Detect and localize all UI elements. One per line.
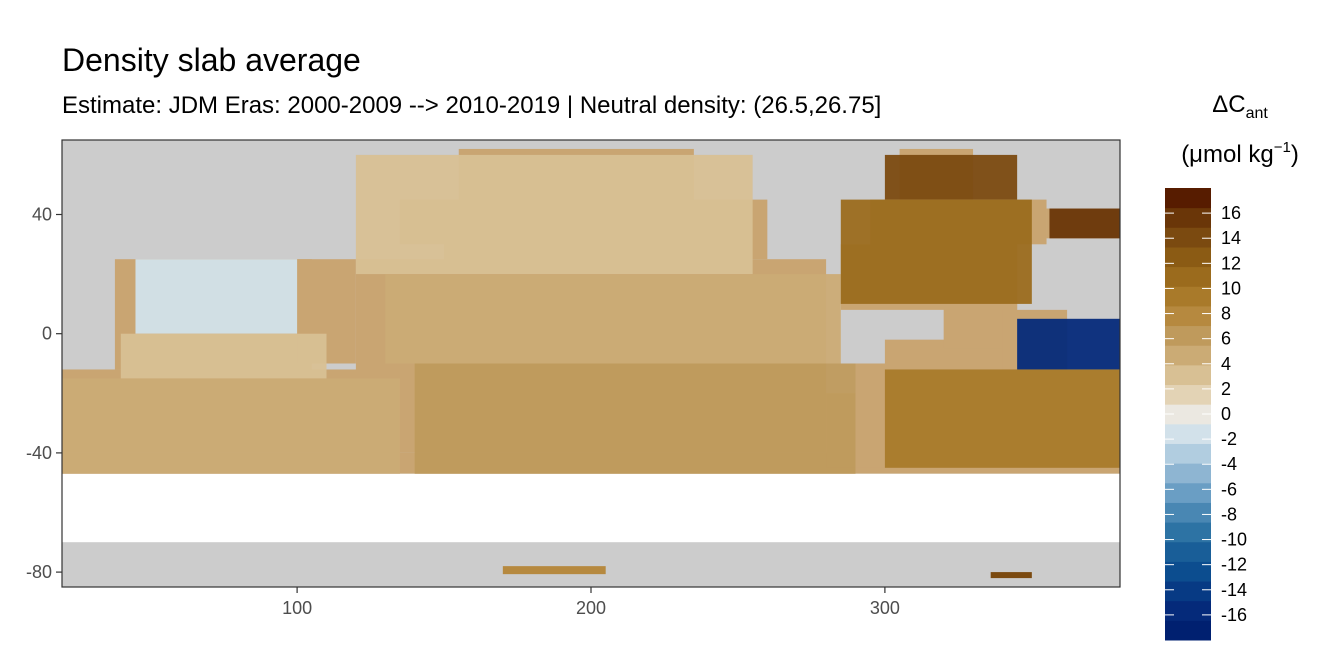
heatmap-region xyxy=(62,473,1120,543)
colorbar-tick-label: 12 xyxy=(1221,253,1241,273)
heatmap-region xyxy=(62,378,400,474)
colorbar-swatch xyxy=(1165,207,1211,228)
colorbar-tick-label: -12 xyxy=(1221,555,1247,575)
colorbar-swatch xyxy=(1165,522,1211,543)
colorbar-tick-label: -16 xyxy=(1221,605,1247,625)
x-tick-label: 100 xyxy=(282,598,312,618)
colorbar-swatch xyxy=(1165,384,1211,405)
colorbar-tick-label: 6 xyxy=(1221,329,1231,349)
colorbar-swatch xyxy=(1165,325,1211,346)
colorbar-swatch xyxy=(1165,404,1211,425)
x-tick-label: 200 xyxy=(576,598,606,618)
antarctica-land xyxy=(62,542,1120,587)
colorbar-swatch xyxy=(1165,188,1211,209)
colorbar-tick-label: -2 xyxy=(1221,429,1237,449)
colorbar-tick-label: -8 xyxy=(1221,504,1237,524)
colorbar-swatch xyxy=(1165,286,1211,307)
colorbar-swatch xyxy=(1165,600,1211,621)
colorbar-swatch xyxy=(1165,227,1211,248)
colorbar-tick-label: -6 xyxy=(1221,479,1237,499)
colorbar-tick-label: 0 xyxy=(1221,404,1231,424)
chart-subtitle: Estimate: JDM Eras: 2000-2009 --> 2010-2… xyxy=(62,92,882,119)
ross-sea-cell xyxy=(502,566,606,575)
colorbar-swatch xyxy=(1165,463,1211,484)
legend-unit: (μmol kg−1) xyxy=(1181,139,1299,168)
colorbar-swatch xyxy=(1165,423,1211,444)
colorbar-legend: 16 14 12 10 8 6 4 2 0 -2 -4 -6 -8 -10 -12 -14 -16 ΔCant (μ… xyxy=(1165,91,1299,641)
colorbar-swatch xyxy=(1165,541,1211,562)
y-tick-label: 40 xyxy=(32,205,52,225)
heatmap-region xyxy=(840,199,1032,304)
colorbar-swatch xyxy=(1165,502,1211,523)
colorbar-swatch xyxy=(1165,443,1211,464)
colorbar-tick-label: 2 xyxy=(1221,379,1231,399)
heatmap-region xyxy=(1049,208,1120,239)
colorbar-swatch xyxy=(1165,620,1211,641)
colorbar-swatch xyxy=(1165,305,1211,327)
colorbar-swatch xyxy=(1165,581,1211,602)
heatmap-cells xyxy=(62,140,1120,587)
x-tick-label: 300 xyxy=(870,598,900,618)
colorbar-tick-label: 4 xyxy=(1221,354,1231,374)
heatmap-region xyxy=(135,259,298,334)
heatmap-region xyxy=(884,154,1018,200)
y-tick-label: -80 xyxy=(26,562,52,582)
colorbar-tick-label: 8 xyxy=(1221,304,1231,324)
heatmap-region xyxy=(414,363,856,474)
weddell-sea-cell xyxy=(990,572,1032,579)
colorbar-swatch xyxy=(1165,345,1211,366)
colorbar-tick-label: -14 xyxy=(1221,580,1247,600)
y-tick-label: 0 xyxy=(42,324,52,344)
chart-title: Density slab average xyxy=(62,42,361,78)
legend-title: ΔCant xyxy=(1212,91,1268,122)
colorbar-swatch xyxy=(1165,482,1211,503)
heatmap-region xyxy=(1017,318,1120,370)
colorbar-swatch xyxy=(1165,364,1211,386)
colorbar-swatch xyxy=(1165,266,1211,287)
heatmap-region xyxy=(884,369,1120,468)
colorbar-swatch xyxy=(1165,561,1211,582)
heatmap-region xyxy=(385,274,841,364)
y-tick-label: -40 xyxy=(26,443,52,463)
colorbar-tick-label: -4 xyxy=(1221,454,1237,474)
colorbar-tick-label: 14 xyxy=(1221,228,1241,248)
colorbar-swatch xyxy=(1165,246,1211,268)
colorbar-tick-label: 16 xyxy=(1221,203,1241,223)
heatmap-region xyxy=(120,333,327,379)
heatmap-region xyxy=(355,154,753,275)
colorbar-tick-label: -10 xyxy=(1221,530,1247,550)
colorbar-tick-label: 10 xyxy=(1221,278,1241,298)
